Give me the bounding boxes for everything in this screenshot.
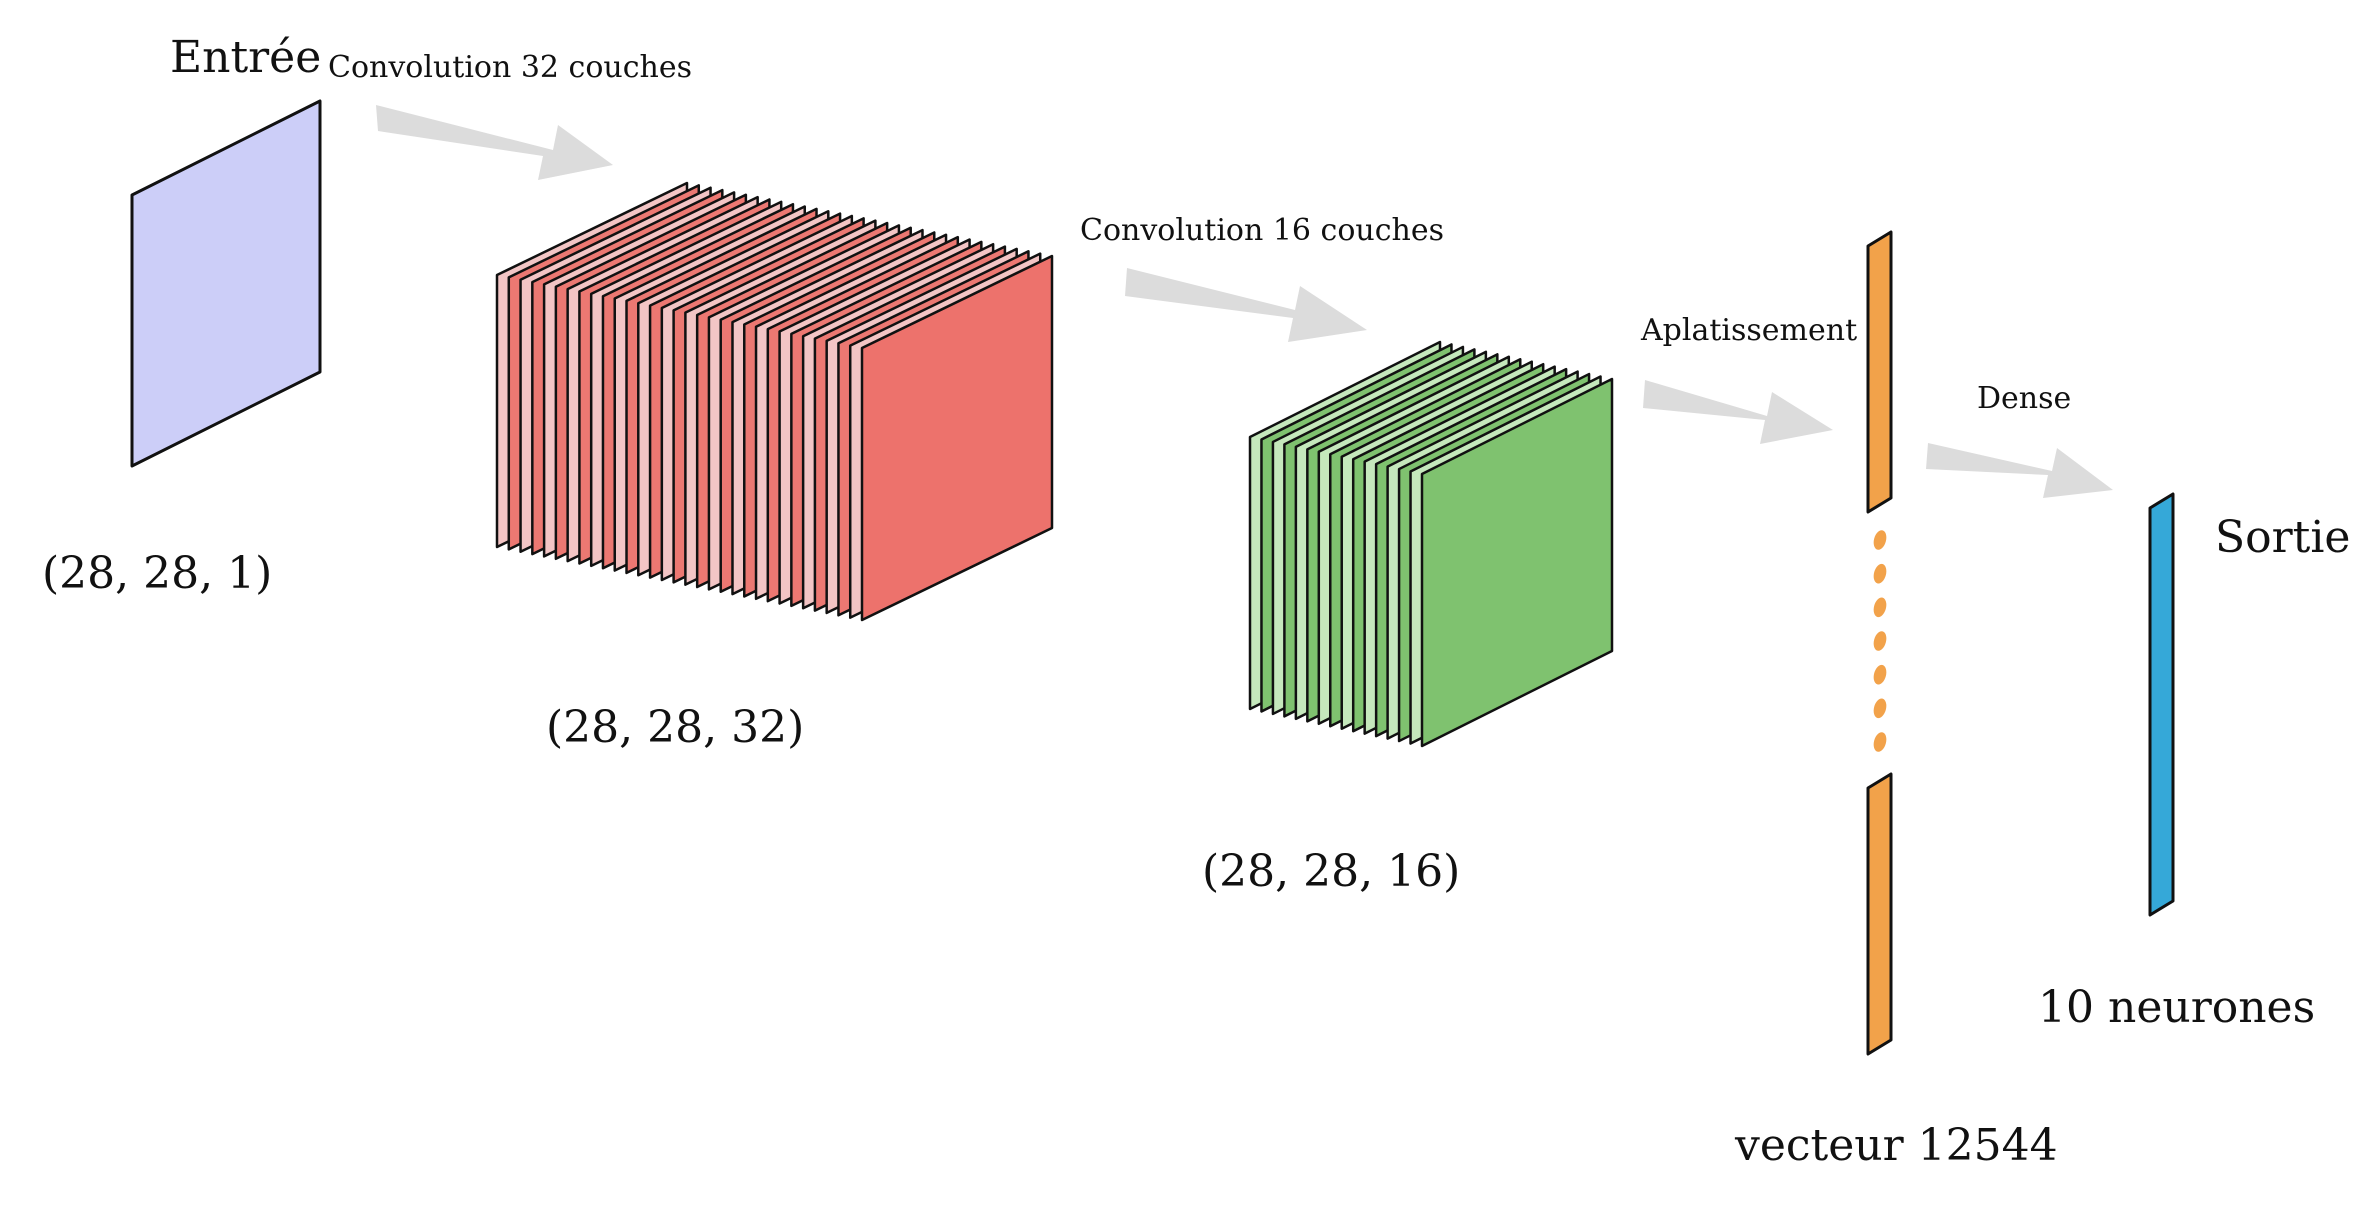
output-layer: Sortie 10 neurones [2038, 492, 2350, 1033]
output-bar [2148, 492, 2175, 917]
arrow-conv1: Convolution 32 couches [328, 50, 692, 180]
arrow-dense-shape [1926, 443, 2113, 498]
flatten-caption: Aplatissement [1640, 313, 1857, 348]
input-layer: Entrée (28, 28, 1) [42, 32, 322, 599]
conv1-stack: (28, 28, 32) [495, 181, 1054, 753]
conv2-shape-label: (28, 28, 16) [1202, 846, 1460, 897]
flatten-dot-7 [1873, 732, 1887, 752]
arrow-flatten-shape [1643, 380, 1833, 444]
conv1-caption: Convolution 32 couches [328, 50, 692, 85]
conv1-feature-map-32 [860, 254, 1054, 622]
flatten-vector-label: vecteur 12544 [1734, 1120, 2058, 1171]
flatten-dot-2 [1873, 563, 1887, 584]
conv2-caption: Convolution 16 couches [1080, 213, 1444, 248]
flatten-bar-top [1866, 230, 1893, 514]
flatten-bar-bottom [1866, 772, 1893, 1056]
flatten-vector: vecteur 12544 [1734, 230, 2058, 1171]
arrow-conv2-shape [1125, 268, 1367, 342]
flatten-dot-1 [1873, 530, 1887, 550]
conv1-layers [495, 181, 1054, 622]
flatten-dot-5 [1873, 664, 1887, 685]
dense-caption: Dense [1977, 381, 2071, 416]
input-shape-label: (28, 28, 1) [42, 548, 272, 599]
conv2-feature-map-16 [1420, 377, 1614, 748]
flatten-dots [1873, 530, 1887, 752]
output-neurons-label: 10 neurones [2038, 982, 2315, 1033]
arrow-flatten: Aplatissement [1640, 313, 1857, 444]
flatten-dot-4 [1873, 631, 1887, 651]
input-plane [130, 99, 322, 468]
input-title: Entrée [170, 32, 321, 83]
arrow-conv1-shape [376, 105, 613, 180]
flatten-dot-3 [1873, 597, 1887, 618]
conv1-shape-label: (28, 28, 32) [546, 702, 804, 753]
output-title: Sortie [2215, 512, 2350, 563]
conv2-stack: (28, 28, 16) [1202, 340, 1614, 897]
flatten-dot-6 [1873, 698, 1887, 719]
arrow-dense: Dense [1926, 381, 2113, 498]
conv2-layers [1248, 340, 1614, 748]
arrow-conv2: Convolution 16 couches [1080, 213, 1444, 342]
